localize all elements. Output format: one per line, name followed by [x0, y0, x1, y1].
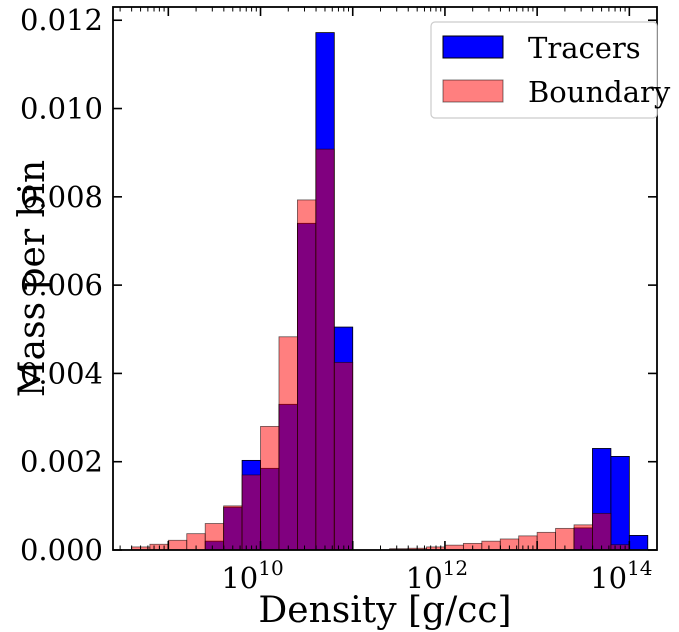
boundary-bar — [333, 361, 354, 551]
boundary-bar — [241, 474, 261, 551]
y-tick-label: 0.012 — [20, 3, 103, 37]
y-tick-label: 0.008 — [20, 180, 103, 214]
tracers-bar — [628, 535, 649, 551]
boundary-bar — [167, 539, 188, 551]
x-tick-label: 1014 — [590, 556, 652, 595]
y-tick-label: 0.010 — [20, 92, 103, 126]
x-tick-label: 1010 — [221, 556, 283, 595]
y-tick-label: 0.006 — [20, 268, 103, 302]
legend-label-boundary: Boundary — [528, 75, 671, 109]
x-tick-label: 1012 — [406, 556, 468, 595]
y-axis-label: Mass per bin — [12, 160, 53, 397]
boundary-bar — [592, 512, 612, 551]
boundary-bar — [315, 148, 335, 551]
legend-label-tracers: Tracers — [528, 31, 641, 65]
boundary-bar — [536, 531, 556, 551]
boundary-bar — [223, 505, 243, 551]
boundary-bar — [260, 425, 280, 551]
y-tick-label: 0.002 — [20, 445, 103, 479]
y-tick-label: 0.000 — [20, 533, 103, 567]
x-axis-label: Density [g/cc] — [258, 590, 511, 631]
boundary-bar — [297, 199, 317, 551]
legend: Tracers Boundary — [430, 21, 671, 119]
x-axis-ticks: 1010 1012 1014 — [119, 7, 653, 595]
y-tick-label: 0.004 — [20, 356, 103, 390]
boundary-bars — [131, 148, 630, 551]
legend-swatch-tracers — [442, 35, 504, 59]
tracers-bar — [610, 456, 630, 551]
boundary-bar — [204, 523, 225, 551]
plot-frame — [112, 6, 658, 551]
legend-swatch-boundary — [442, 79, 504, 103]
boundary-bar — [481, 540, 501, 551]
y-axis-ticks: 0.000 0.002 0.004 0.006 0.008 0.010 0.012 — [20, 3, 657, 567]
boundary-bar — [278, 336, 298, 551]
boundary-bar — [573, 524, 593, 551]
